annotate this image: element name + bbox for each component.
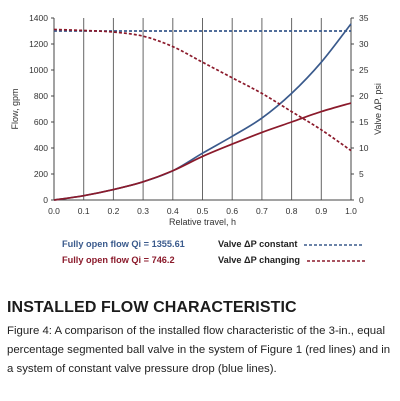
- x-tick-label: 0.1: [78, 206, 90, 216]
- legend-swatch-dp-red: [306, 259, 365, 262]
- y-tick-label: 800: [34, 91, 48, 101]
- x-tick-label: 0.9: [315, 206, 327, 216]
- y-axis-label: Flow, gpm: [10, 88, 20, 129]
- y-tick-label: 600: [34, 117, 48, 127]
- legend-item-dp-red: Valve ΔP changing: [218, 253, 365, 267]
- legend-item-flow-blue: Fully open flow Qi = 1355.61: [62, 237, 185, 251]
- y2-axis-label: Valve ΔP, psi: [373, 83, 383, 135]
- legend-label-dp-blue: Valve ΔP constant: [218, 239, 298, 249]
- legend-item-dp-blue: Valve ΔP constant: [218, 237, 365, 251]
- y2-tick-label: 35: [359, 13, 369, 23]
- y2-tick-label: 0: [359, 195, 364, 205]
- legend-item-flow-red: Fully open flow Qi = 746.2: [62, 253, 175, 267]
- figure-heading: INSTALLED FLOW CHARACTERISTIC: [7, 299, 297, 316]
- x-tick-label: 0.3: [137, 206, 149, 216]
- x-tick-label: 0.0: [48, 206, 60, 216]
- legend-label-dp-red: Valve ΔP changing: [218, 255, 301, 265]
- legend-label-flow-red: Fully open flow Qi = 746.2: [62, 255, 175, 265]
- installed-flow-chart: 0.0 0.1 0.2 0.3 0.4 0.5 0.6 0.7 0.8 0.9 1.00200400…: [10, 13, 383, 227]
- y2-tick-label: 10: [359, 143, 369, 153]
- y-tick-label: 1400: [29, 13, 48, 23]
- x-tick-label: 0.4: [167, 206, 179, 216]
- y-tick-label: 400: [34, 143, 48, 153]
- x-tick-label: 0.6: [226, 206, 238, 216]
- y-tick-label: 200: [34, 169, 48, 179]
- y-tick-label: 1000: [29, 65, 48, 75]
- legend-label-flow-blue: Fully open flow Qi = 1355.61: [62, 239, 185, 249]
- x-tick-label: 0.8: [286, 206, 298, 216]
- y2-tick-label: 5: [359, 169, 364, 179]
- y2-tick-label: 20: [359, 91, 369, 101]
- y2-tick-label: 25: [359, 65, 369, 75]
- y-tick-label: 1200: [29, 39, 48, 49]
- chart-legend: Fully open flow Qi = 1355.61 Fully open …: [0, 235, 400, 275]
- y2-tick-label: 30: [359, 39, 369, 49]
- x-tick-label: 1.0: [345, 206, 357, 216]
- x-axis-label: Relative travel, h: [169, 217, 236, 227]
- series-line-4: [53, 28, 352, 152]
- figure-caption: Figure 4: A comparison of the installed …: [7, 325, 391, 375]
- series-line-2: [53, 102, 352, 201]
- legend-swatch-dp-blue: [304, 243, 365, 246]
- y-tick-label: 0: [43, 195, 48, 205]
- x-tick-label: 0.7: [256, 206, 268, 216]
- y2-tick-label: 15: [359, 117, 369, 127]
- x-tick-label: 0.2: [107, 206, 119, 216]
- x-tick-label: 0.5: [197, 206, 209, 216]
